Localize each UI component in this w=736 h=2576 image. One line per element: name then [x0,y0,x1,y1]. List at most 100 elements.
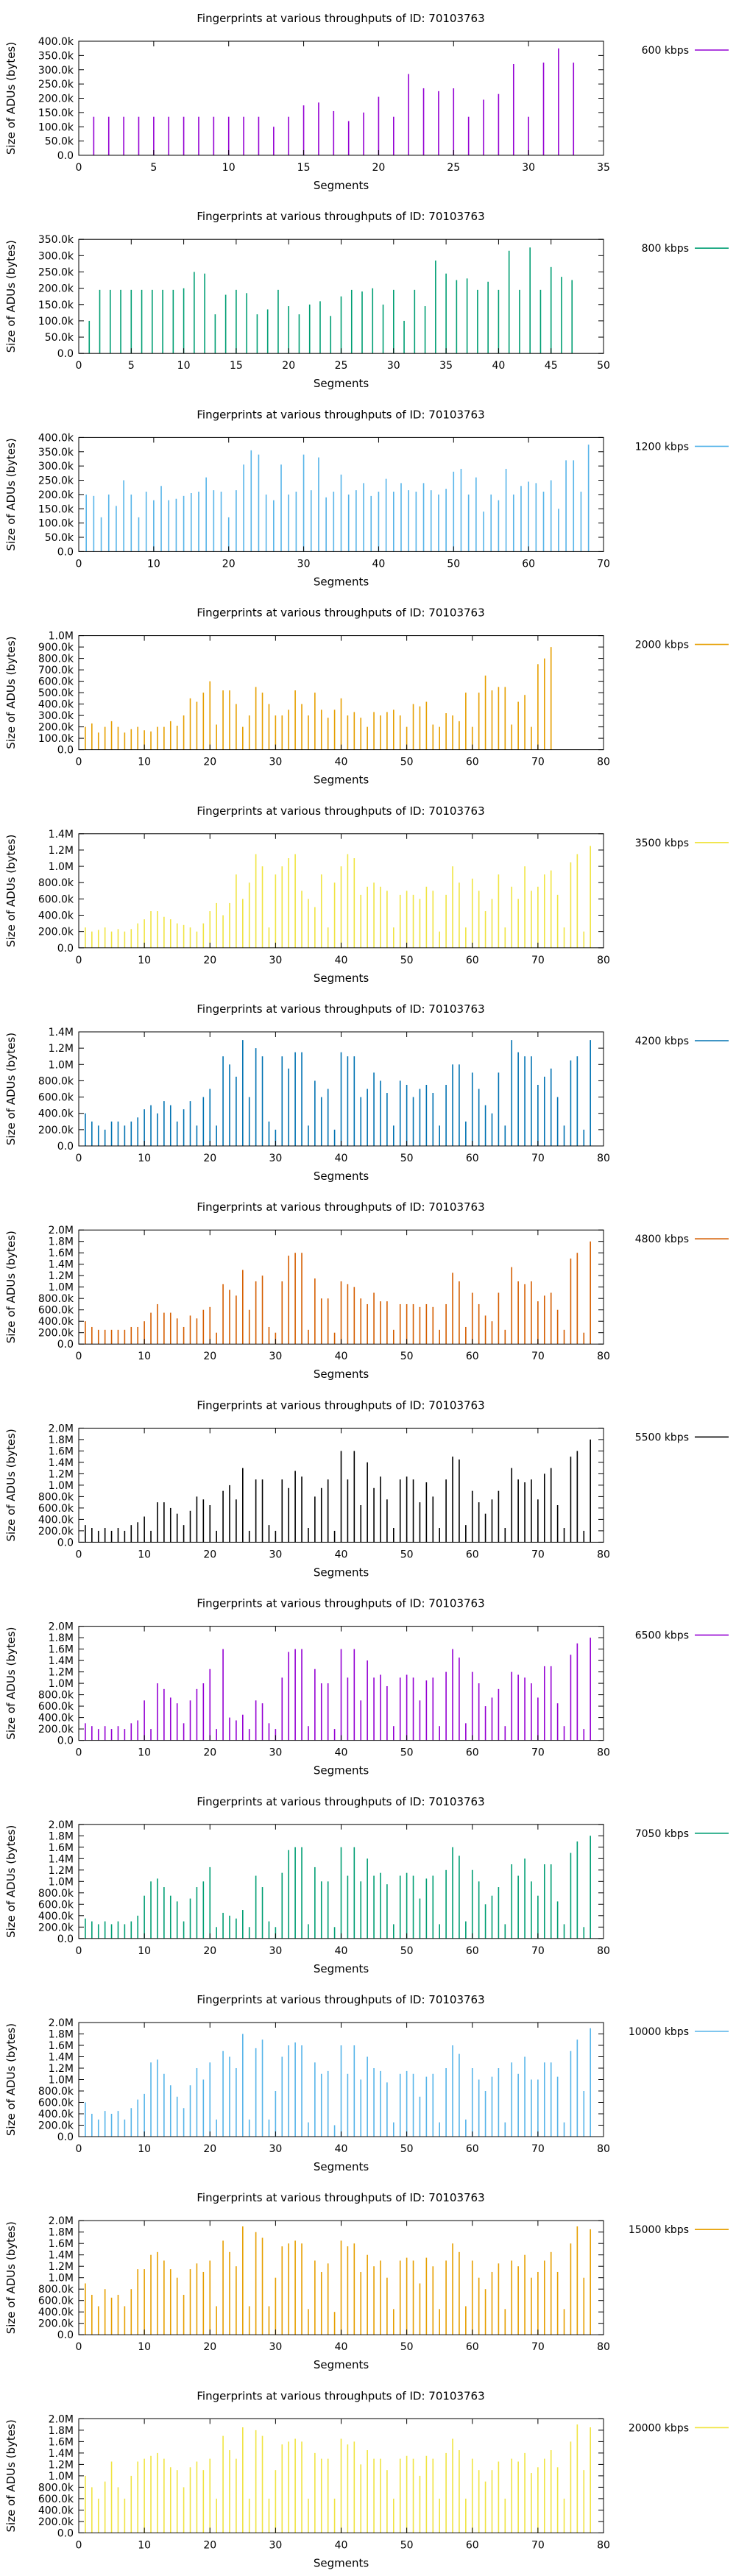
chart-panel: Fingerprints at various throughputs of I… [4,408,729,588]
x-tick-label: 30 [269,2341,282,2353]
y-tick-label: 100.0k [38,316,74,328]
x-tick-label: 60 [466,2539,479,2551]
y-tick-label: 1.0M [49,861,74,873]
x-tick-label: 35 [439,360,453,372]
x-tick-label: 50 [400,1549,414,1560]
x-tick-label: 20 [203,1549,216,1560]
x-tick-label: 80 [597,1945,610,1957]
y-tick-label: 1.2M [49,1865,74,1877]
x-tick-label: 80 [597,2143,610,2155]
x-tick-label: 40 [492,360,505,372]
x-axis-label: Segments [314,575,369,588]
x-tick-label: 10 [138,955,151,966]
y-tick-label: 0.0 [57,2527,74,2539]
y-tick-label: 1.2M [49,1468,74,1480]
y-tick-label: 600.0k [38,2098,74,2109]
x-tick-label: 60 [466,1153,479,1164]
y-tick-label: 600.0k [38,676,74,688]
y-tick-label: 0.0 [57,943,74,955]
x-tick-label: 40 [335,2539,348,2551]
x-tick-label: 40 [335,1351,348,1362]
y-axis-label: Size of ADUs (bytes) [4,2221,18,2334]
chart-panel: Fingerprints at various throughputs of I… [4,1795,729,1975]
x-tick-label: 60 [466,955,479,966]
y-tick-label: 1.8M [49,1434,74,1446]
y-tick-label: 1.0M [49,631,74,643]
x-tick-label: 30 [269,955,282,966]
y-tick-label: 200.0k [38,2516,74,2528]
y-tick-label: 800.0k [38,654,74,665]
x-tick-label: 70 [531,1549,545,1560]
y-tick-label: 150.0k [38,300,74,311]
x-tick-label: 30 [269,1153,282,1164]
x-tick-label: 50 [400,2143,414,2155]
x-tick-label: 50 [400,1945,414,1957]
x-tick-label: 20 [372,162,386,174]
legend-label: 20000 kbps [629,2422,689,2434]
x-tick-label: 80 [597,1549,610,1560]
x-tick-label: 0 [76,1747,82,1759]
y-tick-label: 2.0M [49,2413,74,2425]
y-tick-label: 0.0 [57,2131,74,2143]
x-tick-label: 10 [177,360,191,372]
y-tick-label: 200.0k [38,489,74,501]
y-tick-label: 50.0k [45,532,74,544]
chart-panel: Fingerprints at various throughputs of I… [4,2389,729,2569]
y-axis-label: Size of ADUs (bytes) [4,2419,18,2532]
x-tick-label: 0 [76,2341,82,2353]
y-tick-label: 400.0k [38,910,74,922]
y-tick-label: 200.0k [38,1328,74,1340]
y-tick-label: 600.0k [38,2296,74,2307]
y-tick-label: 600.0k [38,894,74,905]
x-tick-label: 20 [203,1945,216,1957]
y-tick-label: 0.0 [57,150,74,162]
y-tick-label: 600.0k [38,1503,74,1515]
legend-label: 1200 kbps [635,441,689,453]
y-tick-label: 1.8M [49,1632,74,1644]
x-tick-label: 30 [387,360,400,372]
y-axis-label: Size of ADUs (bytes) [4,1033,18,1145]
chart-title: Fingerprints at various throughputs of I… [197,606,484,620]
x-tick-label: 50 [400,1351,414,1362]
y-tick-label: 150.0k [38,107,74,119]
legend-label: 15000 kbps [629,2224,689,2236]
y-tick-label: 200.0k [38,722,74,734]
chart-title: Fingerprints at various throughputs of I… [197,408,484,421]
x-tick-label: 70 [531,2539,545,2551]
y-tick-label: 600.0k [38,1092,74,1104]
x-tick-label: 70 [531,2143,545,2155]
y-tick-label: 1.4M [49,1457,74,1469]
plot-frame [78,40,604,156]
y-tick-label: 0.0 [57,348,74,360]
x-tick-label: 80 [597,757,610,768]
y-tick-label: 1.4M [49,1259,74,1271]
legend-label: 3500 kbps [635,838,689,849]
x-tick-label: 40 [335,1549,348,1560]
x-tick-label: 50 [400,2539,414,2551]
y-tick-label: 1.0M [49,1876,74,1888]
x-tick-label: 20 [203,2539,216,2551]
chart-panel: Fingerprints at various throughputs of I… [4,1200,729,1381]
x-tick-label: 20 [203,1747,216,1759]
y-tick-label: 400.0k [38,1713,74,1724]
x-tick-label: 80 [597,2341,610,2353]
chart-panel: Fingerprints at various throughputs of I… [4,804,729,985]
x-tick-label: 0 [76,955,82,966]
y-tick-label: 250.0k [38,79,74,91]
y-tick-label: 600.0k [38,1899,74,1911]
x-tick-label: 80 [597,1153,610,1164]
x-axis-label: Segments [314,2556,369,2569]
x-tick-label: 60 [466,1549,479,1560]
y-tick-label: 300.0k [38,461,74,473]
y-axis-label: Size of ADUs (bytes) [4,1825,18,1938]
x-tick-label: 70 [531,1153,545,1164]
y-tick-label: 1.8M [49,2425,74,2437]
y-tick-label: 200.0k [38,1526,74,1538]
x-tick-label: 60 [466,1351,479,1362]
y-tick-label: 400.0k [38,2307,74,2318]
x-tick-label: 5 [128,360,135,372]
x-tick-label: 30 [269,1549,282,1560]
x-tick-label: 70 [531,1945,545,1957]
x-tick-label: 70 [531,2341,545,2353]
x-tick-label: 80 [597,2539,610,2551]
